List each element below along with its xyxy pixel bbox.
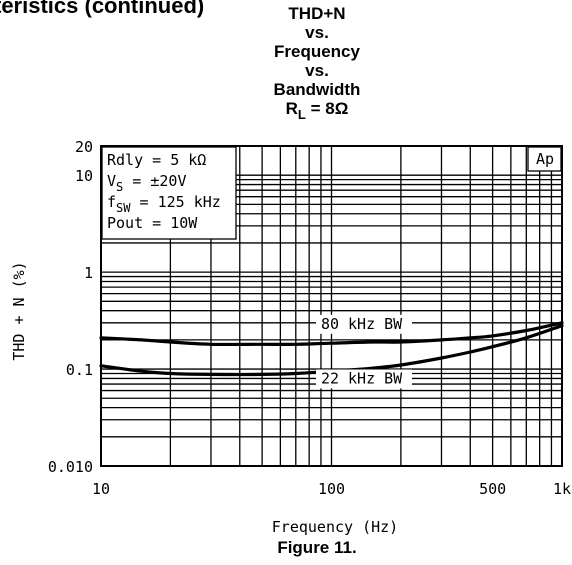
chart-title-load-rest: = 8Ω [306,99,348,118]
conditions-box-frame [101,146,237,240]
condition-line-main: f [107,193,116,211]
x-tick-label: 100 [318,480,345,498]
chart-title-line: Bandwidth [274,80,361,99]
brand-tag: Ap [536,150,554,168]
condition-line-rest: = 125 kHz [130,193,220,211]
y-axis-label: THD + N (%) [10,261,28,360]
y-tick-label: 0.1 [66,361,93,379]
series-label-1: 22 kHz BW [321,369,403,387]
x-tick-label: 1k [553,480,571,498]
series-label-bg [315,314,412,334]
series-line-0 [99,321,564,347]
chart-grid [100,145,563,467]
condition-line: Pout = 10W [107,214,198,232]
x-tick-label: 10 [92,480,110,498]
x-axis-label: Frequency (Hz) [272,518,398,536]
condition-line-rest: = ±20V [123,172,186,190]
chart-title-line: vs. [305,61,329,80]
brand-tag-frame [527,146,562,172]
figure-caption: Figure 11. [277,538,356,557]
series-label-bg [315,369,412,389]
condition-line-main: V [107,172,116,190]
chart-tick-labels: 10 100 500 1k 20 10 1 0.1 0.010 [48,138,571,498]
condition-line: Rdly = 5 kΩ [107,151,206,169]
condition-line: fSW = 125 kHz [107,193,221,215]
chart-title-line: THD+N [288,4,345,23]
x-tick-label: 500 [479,480,506,498]
chart-title-line: Frequency [274,42,361,61]
chart-title-load-main: R [286,99,298,118]
chart-series-labels: 80 kHz BW 22 kHz BW [315,314,412,389]
y-tick-label: 10 [75,167,93,185]
condition-line-subscript: S [116,180,123,194]
condition-line-subscript: SW [116,201,131,215]
chart-title-line: vs. [305,23,329,42]
section-header-fragment: teristics (continued) [0,0,204,18]
y-tick-label: 1 [84,264,93,282]
condition-line-main: Rdly = 5 kΩ [107,151,206,169]
condition-line: VS = ±20V [107,172,186,194]
chart-title-load-subscript: L [298,107,306,122]
y-tick-label: 0.010 [48,458,93,476]
condition-line-main: Pout = 10W [107,214,198,232]
chart-title-load: RL = 8Ω [286,99,349,122]
series-label-0: 80 kHz BW [321,315,403,333]
y-tick-label: 20 [75,138,93,156]
